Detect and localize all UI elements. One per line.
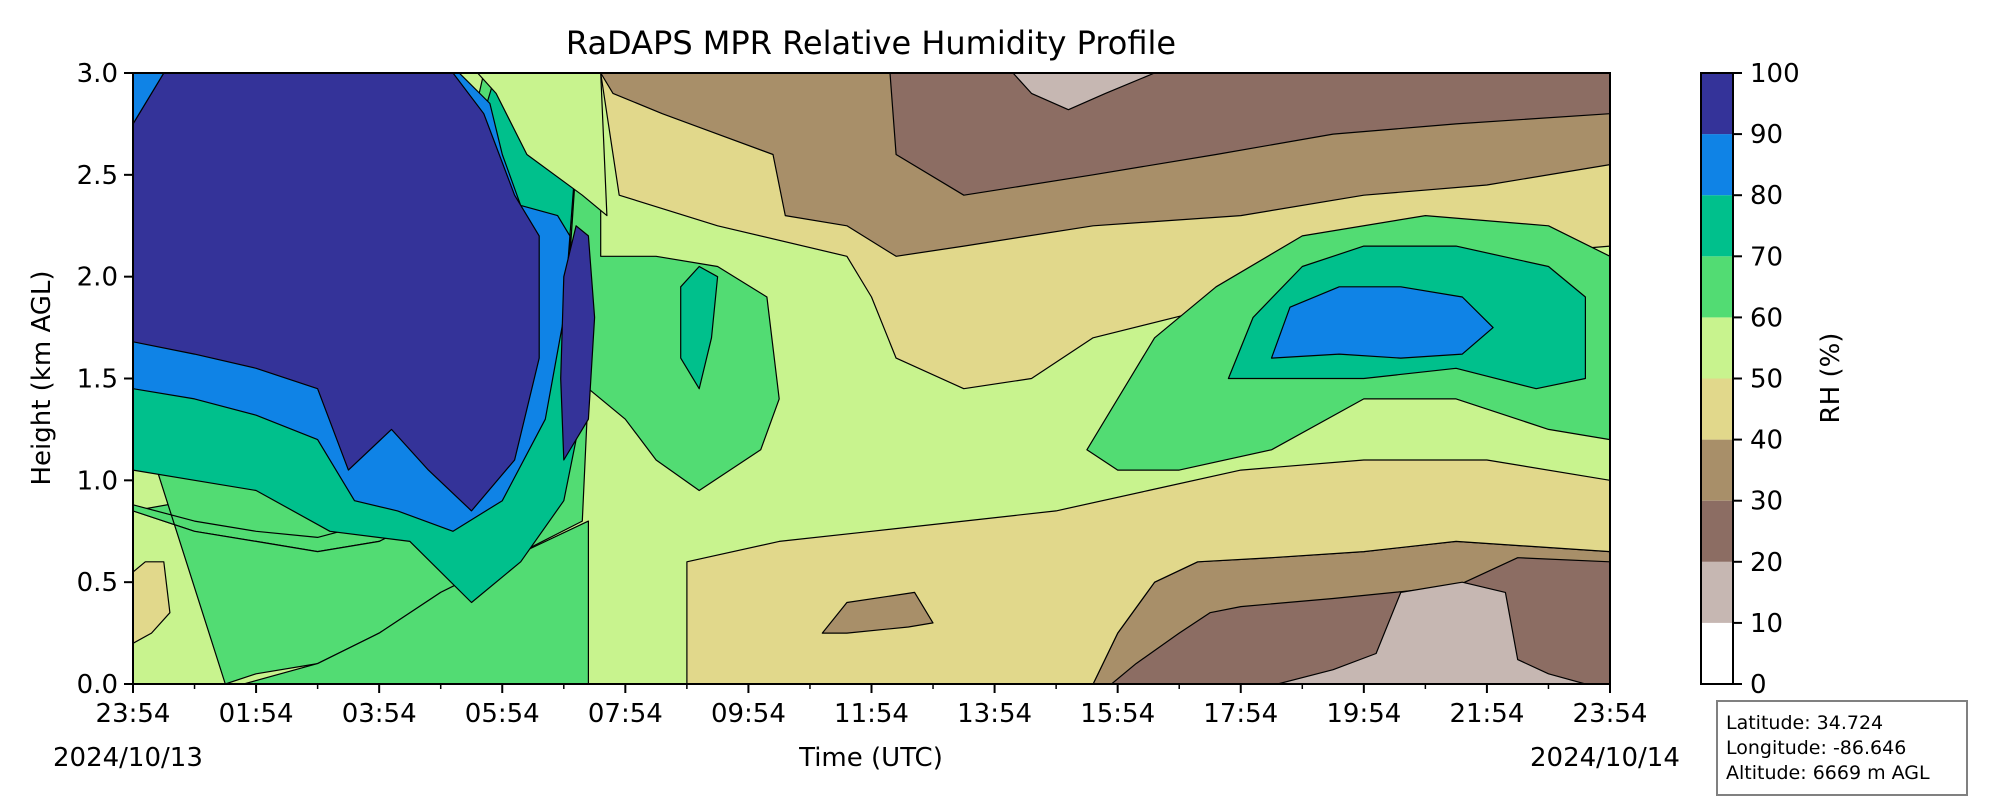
x-tick-label: 17:54 bbox=[1203, 699, 1278, 729]
x-tick-label: 03:54 bbox=[342, 699, 417, 729]
contour-region-50-60 bbox=[477, 73, 608, 217]
contour-region-10-20 bbox=[1012, 73, 1156, 111]
x-tick-label: 13:54 bbox=[957, 699, 1032, 729]
y-tick-label: 1.5 bbox=[77, 365, 118, 395]
colorbar-tick-label: 20 bbox=[1750, 548, 1783, 578]
x-tick-label: 21:54 bbox=[1449, 699, 1524, 729]
start-date-label: 2024/10/13 bbox=[53, 743, 203, 773]
colorbar-segment bbox=[1701, 317, 1733, 379]
colorbar-segment bbox=[1701, 73, 1733, 135]
colorbar-tick-label: 60 bbox=[1750, 303, 1783, 333]
x-axis-label: Time (UTC) bbox=[798, 743, 943, 773]
colorbar-segment bbox=[1701, 561, 1733, 623]
y-axis-label: Height (km AGL) bbox=[27, 270, 57, 485]
x-tick-label: 15:54 bbox=[1080, 699, 1155, 729]
x-tick-label: 23:54 bbox=[96, 699, 171, 729]
colorbar-segment bbox=[1701, 500, 1733, 562]
colorbar-segment bbox=[1701, 195, 1733, 257]
x-tick-label: 09:54 bbox=[711, 699, 786, 729]
altitude-text: Altitude: 6669 m AGL bbox=[1726, 762, 1930, 784]
longitude-text: Longitude: -86.646 bbox=[1726, 737, 1907, 759]
colorbar-tick-label: 30 bbox=[1750, 487, 1783, 517]
contour-region-90-100 bbox=[133, 73, 540, 512]
colorbar-segment bbox=[1701, 256, 1733, 318]
contour-fill-layer bbox=[133, 73, 1610, 684]
contour-region-90-100 bbox=[560, 225, 596, 461]
contour-region-30-40 bbox=[821, 591, 934, 634]
x-tick-label: 05:54 bbox=[465, 699, 540, 729]
y-tick-label: 0.0 bbox=[77, 670, 118, 700]
end-date-label: 2024/10/14 bbox=[1530, 743, 1680, 773]
contour-region-10-20 bbox=[1277, 581, 1587, 684]
colorbar-segment bbox=[1701, 134, 1733, 196]
colorbar-segment bbox=[1701, 439, 1733, 501]
y-tick-label: 2.0 bbox=[77, 263, 118, 293]
colorbar-tick-label: 100 bbox=[1750, 59, 1800, 89]
colorbar-tick-label: 10 bbox=[1750, 609, 1783, 639]
x-tick-label: 19:54 bbox=[1326, 699, 1401, 729]
y-tick-label: 0.5 bbox=[77, 568, 118, 598]
contour-region-40-50 bbox=[686, 459, 1610, 684]
latitude-text: Latitude: 34.724 bbox=[1726, 712, 1884, 734]
y-tick-label: 3.0 bbox=[77, 59, 118, 89]
colorbar-tick-label: 0 bbox=[1750, 670, 1767, 700]
colorbar-segment bbox=[1701, 622, 1733, 684]
colorbar-tick-label: 40 bbox=[1750, 426, 1783, 456]
chart-title: RaDAPS MPR Relative Humidity Profile bbox=[566, 24, 1176, 62]
x-axis: 23:54 01:54 03:54 05:54 07:54 09:54 11:54 13:54… bbox=[96, 684, 1648, 729]
contour-region-70-80 bbox=[680, 265, 719, 390]
x-tick-label: 11:54 bbox=[834, 699, 909, 729]
colorbar-tick-label: 70 bbox=[1750, 242, 1783, 272]
colorbar-tick-label: 80 bbox=[1750, 181, 1783, 211]
colorbar-tick-label: 90 bbox=[1750, 120, 1783, 150]
colorbar-label: RH (%) bbox=[1816, 333, 1846, 424]
station-info-box: Latitude: 34.724 Longitude: -86.646 Alti… bbox=[1716, 700, 1968, 796]
x-tick-label: 23:54 bbox=[1573, 699, 1648, 729]
contour-region-80-90 bbox=[133, 73, 165, 125]
colorbar: 0 10 20 30 40 50 60 70 80 90 100 bbox=[1700, 59, 1800, 700]
y-tick-label: 1.0 bbox=[77, 466, 118, 496]
x-tick-label: 07:54 bbox=[588, 699, 663, 729]
contour-region-80-90 bbox=[1270, 286, 1494, 359]
contour-region-40-50 bbox=[133, 561, 171, 644]
y-axis: 0.0 0.5 1.0 1.5 2.0 2.5 3.0 bbox=[77, 59, 133, 700]
y-tick-label: 2.5 bbox=[77, 161, 118, 191]
colorbar-segment bbox=[1701, 378, 1733, 440]
colorbar-tick-label: 50 bbox=[1750, 365, 1783, 395]
x-tick-label: 01:54 bbox=[219, 699, 294, 729]
